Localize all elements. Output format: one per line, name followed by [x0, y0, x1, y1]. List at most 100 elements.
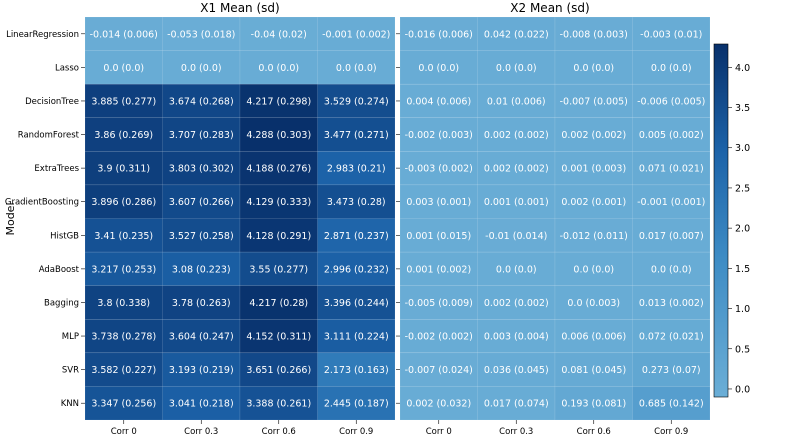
cell-value-label: 3.78 (0.263) [172, 298, 231, 309]
y-tick-label: SVR [62, 366, 79, 376]
heatmap-cell [632, 251, 711, 286]
heatmap-cell [477, 218, 556, 253]
colorbar-ticks: 0.0 0.5 1.0 1.5 2.0 2.5 3.0 3.5 4.0 [728, 63, 750, 395]
heatmap-cell [84, 386, 163, 421]
cell-value-label: -0.007 (0.005) [560, 96, 628, 107]
heatmap-cell [554, 184, 633, 219]
heatmap-cell [317, 117, 396, 152]
heatmap-cell [554, 16, 633, 51]
heatmap-cell [317, 285, 396, 320]
x-tick-label: Corr 0.3 [499, 427, 533, 437]
cell-value-label: 0.002 (0.002) [484, 298, 549, 309]
cell-value-label: -0.053 (0.018) [167, 29, 235, 40]
heatmap-cell [84, 251, 163, 286]
heatmap-cell [162, 352, 241, 387]
y-tick-label: KNN [61, 399, 79, 409]
y-tick-labels: LinearRegression Lasso DecisionTree RandomF… [5, 30, 85, 409]
cell-value-label: 3.08 (0.223) [172, 264, 231, 275]
cell-value-label: 0.685 (0.142) [639, 399, 704, 410]
cell-value-label: 4.128 (0.291) [246, 231, 311, 242]
heatmap-cell [317, 352, 396, 387]
heatmap-cell [162, 117, 241, 152]
x-tick-label: Corr 0.9 [654, 427, 688, 437]
colorbar-gradient [713, 43, 729, 398]
heatmap-cell [632, 16, 711, 51]
heatmap-cell [632, 151, 711, 186]
heatmap-cell [317, 218, 396, 253]
cell-value-label: -0.002 (0.003) [405, 130, 473, 141]
cell-value-label: 3.527 (0.258) [169, 231, 234, 242]
cell-value-label: 2.871 (0.237) [324, 231, 389, 242]
cell-value-label: 4.129 (0.333) [246, 197, 311, 208]
cell-value-label: 4.217 (0.28) [249, 298, 308, 309]
cell-value-label: 3.111 (0.224) [324, 332, 389, 343]
cell-value-label: 4.152 (0.311) [246, 332, 311, 343]
colorbar-tick-label: 1.0 [735, 304, 750, 315]
y-tick-label: HistGB [50, 231, 79, 241]
cell-value-label: 3.347 (0.256) [91, 399, 156, 410]
heatmap-cell [554, 151, 633, 186]
heatmap-cell [632, 352, 711, 387]
cell-value-label: 3.529 (0.274) [324, 96, 389, 107]
heatmap-cell [239, 285, 318, 320]
heatmap-cell [632, 319, 711, 354]
colorbar-tick-label: 0.5 [735, 344, 750, 355]
heatmap-cell [239, 218, 318, 253]
heatmap-cell [317, 319, 396, 354]
cell-value-label: 0.036 (0.045) [484, 365, 549, 376]
cell-value-label: 0.005 (0.002) [639, 130, 704, 141]
colorbar-tick-label: 3.5 [735, 103, 750, 114]
cell-value-label: 3.896 (0.286) [91, 197, 156, 208]
cell-value-label: 0.004 (0.006) [406, 96, 471, 107]
heatmap-cell [162, 16, 241, 51]
cell-value-label: 0.0 (0.0) [651, 63, 692, 74]
y-tick-label: Lasso [55, 63, 79, 73]
heatmap-cell [477, 151, 556, 186]
cell-value-label: 3.217 (0.253) [91, 264, 156, 275]
heatmap-cell [399, 50, 478, 85]
heatmap-cell [162, 386, 241, 421]
cell-value-label: 0.002 (0.002) [484, 164, 549, 175]
cell-value-label: 0.002 (0.002) [484, 130, 549, 141]
heatmap-cell [84, 151, 163, 186]
cell-value-label: 0.0 (0.003) [567, 298, 620, 309]
cell-value-label: 3.582 (0.227) [91, 365, 156, 376]
heatmap-cell [317, 386, 396, 421]
cell-value-label: 0.017 (0.007) [639, 231, 704, 242]
x-tick-label: Corr 0.6 [262, 427, 296, 437]
y-tick-label: MLP [62, 332, 79, 342]
cell-value-label: -0.001 (0.001) [637, 197, 705, 208]
x-tick-label: Corr 0 [426, 427, 452, 437]
heatmap-cell [477, 386, 556, 421]
y-tick-label: AdaBoost [39, 265, 80, 275]
heatmap-cell [239, 151, 318, 186]
heatmap-cell [554, 319, 633, 354]
heatmap-cell [317, 16, 396, 51]
colorbar: 0.0 0.5 1.0 1.5 2.0 2.5 3.0 3.5 4.0 [713, 43, 750, 398]
heatmap-cell [632, 184, 711, 219]
cell-value-label: 0.0 (0.0) [336, 63, 377, 74]
heatmap-cell [399, 319, 478, 354]
cell-value-label: -0.012 (0.011) [560, 231, 628, 242]
cell-value-label: 4.188 (0.276) [246, 164, 311, 175]
cell-value-label: 3.55 (0.277) [249, 264, 308, 275]
cell-value-label: -0.01 (0.014) [485, 231, 547, 242]
cell-value-label: 2.173 (0.163) [324, 365, 389, 376]
heatmap-cell [399, 386, 478, 421]
cell-value-label: 3.607 (0.266) [169, 197, 234, 208]
cell-value-label: 0.002 (0.002) [561, 130, 626, 141]
cell-value-label: 0.001 (0.002) [406, 264, 471, 275]
cell-value-label: 0.0 (0.0) [573, 264, 614, 275]
heatmap-cell [399, 285, 478, 320]
x-tick-label: Corr 0.6 [577, 427, 611, 437]
heatmap-cell [239, 16, 318, 51]
cell-value-label: 3.651 (0.266) [246, 365, 311, 376]
x1-heatmap-cells: -0.014 (0.006) -0.053 (0.018) -0.04 (0.02)… [84, 16, 396, 421]
x2-panel: X2 Mean (sd) -0.016 (0.006) 0.042 (0.022)… [396, 1, 711, 437]
y-tick-label: GradientBoosting [5, 198, 79, 208]
x2-x-tick-labels: Corr 0 Corr 0.3 Corr 0.6 Corr 0.9 [426, 420, 688, 437]
cell-value-label: 3.473 (0.28) [327, 197, 386, 208]
x2-heatmap-cells: -0.016 (0.006) 0.042 (0.022) -0.008 (0.003… [396, 16, 711, 421]
cell-value-label: 0.001 (0.003) [561, 164, 626, 175]
